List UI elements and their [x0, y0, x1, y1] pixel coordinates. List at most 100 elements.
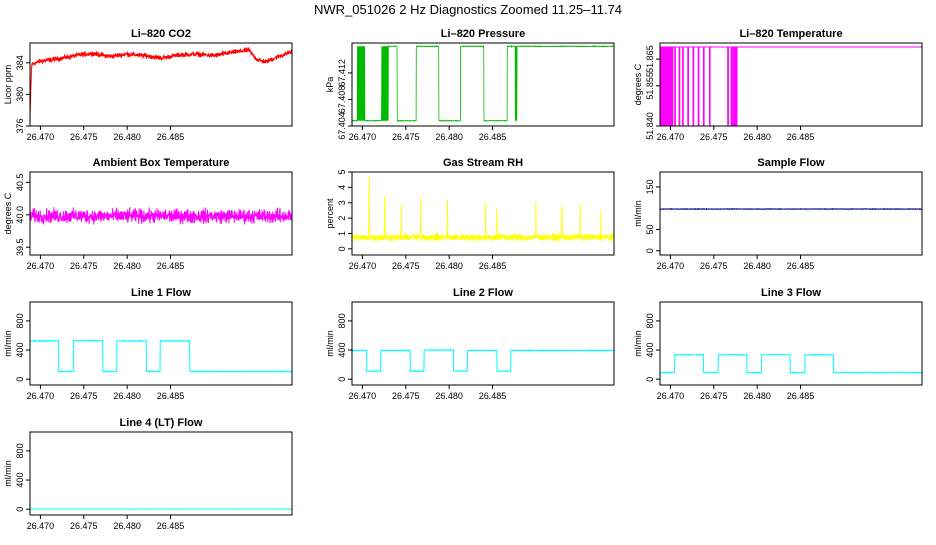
x-tick-label: 26.470 [657, 261, 685, 271]
y-tick-label: 0 [337, 377, 347, 382]
x-tick-label: 26.485 [479, 261, 507, 271]
x-tick-label: 26.475 [700, 261, 728, 271]
series-line [30, 48, 292, 123]
y-tick-label: 39.5 [15, 238, 25, 256]
plot-frame [352, 302, 614, 385]
series-line [660, 209, 922, 210]
panel-title: Li–820 CO2 [131, 28, 191, 40]
y-tick-label: 51.865 [645, 45, 655, 73]
x-tick-label: 26.475 [70, 261, 98, 271]
series-line [30, 207, 292, 225]
y-tick-label: 800 [15, 313, 25, 328]
x-tick-label: 26.485 [787, 132, 815, 142]
y-tick-label: 67.404 [337, 112, 347, 140]
y-axis-label: ml/min [633, 330, 643, 357]
y-axis-label: ml/min [325, 330, 335, 357]
panel-title: Sample Flow [757, 157, 825, 169]
y-tick-label: 150 [645, 179, 655, 194]
x-tick-label: 26.475 [70, 391, 98, 401]
x-tick-label: 26.485 [157, 391, 185, 401]
y-tick-label: 400 [337, 343, 347, 358]
x-tick-label: 26.485 [479, 391, 507, 401]
y-tick-label: 2 [337, 216, 347, 221]
y-tick-label: 1 [337, 231, 347, 236]
x-tick-label: 26.475 [70, 132, 98, 142]
y-axis-label: degrees C [633, 63, 643, 105]
panel-title: Gas Stream RH [443, 157, 523, 169]
x-tick-label: 26.470 [657, 391, 685, 401]
y-tick-label: 51.840 [645, 112, 655, 140]
x-tick-label: 26.470 [349, 391, 377, 401]
x-tick-label: 26.475 [392, 391, 420, 401]
panel-title: Li–820 Pressure [441, 28, 525, 40]
y-tick-label: 0 [15, 377, 25, 382]
x-tick-label: 26.475 [70, 521, 98, 531]
y-axis-label: ml/min [3, 330, 13, 357]
y-tick-label: 0 [337, 246, 347, 251]
y-tick-label: 800 [645, 313, 655, 328]
series-line [30, 340, 292, 372]
x-tick-label: 26.480 [743, 132, 771, 142]
x-tick-label: 26.485 [787, 261, 815, 271]
x-tick-label: 26.485 [787, 391, 815, 401]
panel-8: Line 3 Flow 26.470 26.475 26.480 26.485 0 400 8… [633, 287, 922, 401]
x-tick-label: 26.470 [27, 132, 55, 142]
y-tick-label: 67.412 [337, 59, 347, 87]
x-tick-label: 26.480 [113, 261, 141, 271]
series-line [660, 47, 922, 126]
plot-frame [352, 43, 614, 126]
plot-frame [30, 302, 292, 385]
x-tick-label: 26.480 [743, 391, 771, 401]
x-tick-label: 26.480 [435, 132, 463, 142]
plot-frame [352, 172, 614, 255]
series-line [352, 350, 614, 372]
x-tick-label: 26.480 [113, 391, 141, 401]
panel-title: Line 1 Flow [131, 287, 191, 299]
y-axis-label: ml/min [633, 200, 643, 227]
y-tick-label: 800 [337, 313, 347, 328]
series-line [352, 177, 614, 242]
y-tick-label: 67.408 [337, 86, 347, 114]
y-axis-label: kPa [325, 77, 335, 93]
x-tick-label: 26.485 [157, 132, 185, 142]
x-tick-label: 26.475 [700, 132, 728, 142]
y-tick-label: 5 [337, 169, 347, 174]
y-tick-label: 3 [337, 200, 347, 205]
x-tick-label: 26.470 [27, 391, 55, 401]
x-tick-label: 26.470 [349, 132, 377, 142]
panel-title: Line 4 (LT) Flow [120, 417, 203, 429]
x-tick-label: 26.480 [435, 391, 463, 401]
y-tick-label: 376 [15, 118, 25, 133]
x-tick-label: 26.475 [700, 391, 728, 401]
plot-frame [30, 432, 292, 515]
x-tick-label: 26.485 [479, 132, 507, 142]
y-axis-label: Licor ppm [3, 65, 13, 105]
panel-title: Line 3 Flow [761, 287, 821, 299]
y-tick-label: 400 [645, 343, 655, 358]
series-line [660, 355, 922, 373]
x-tick-label: 26.470 [27, 521, 55, 531]
y-axis-label: percent [325, 198, 335, 229]
y-axis-label: ml/min [3, 460, 13, 487]
x-tick-label: 26.470 [349, 261, 377, 271]
x-tick-label: 26.480 [743, 261, 771, 271]
y-tick-label: 0 [645, 248, 655, 253]
y-tick-label: 384 [15, 55, 25, 70]
y-tick-label: 0 [645, 377, 655, 382]
y-tick-label: 51.855 [645, 72, 655, 100]
panel-title: Li–820 Temperature [739, 28, 842, 40]
y-tick-label: 800 [15, 443, 25, 458]
plot-frame [660, 172, 922, 255]
panel-title: Ambient Box Temperature [93, 157, 230, 169]
x-tick-label: 26.485 [157, 261, 185, 271]
y-tick-label: 0 [15, 507, 25, 512]
y-tick-label: 400 [15, 473, 25, 488]
y-tick-label: 40.5 [15, 174, 25, 192]
